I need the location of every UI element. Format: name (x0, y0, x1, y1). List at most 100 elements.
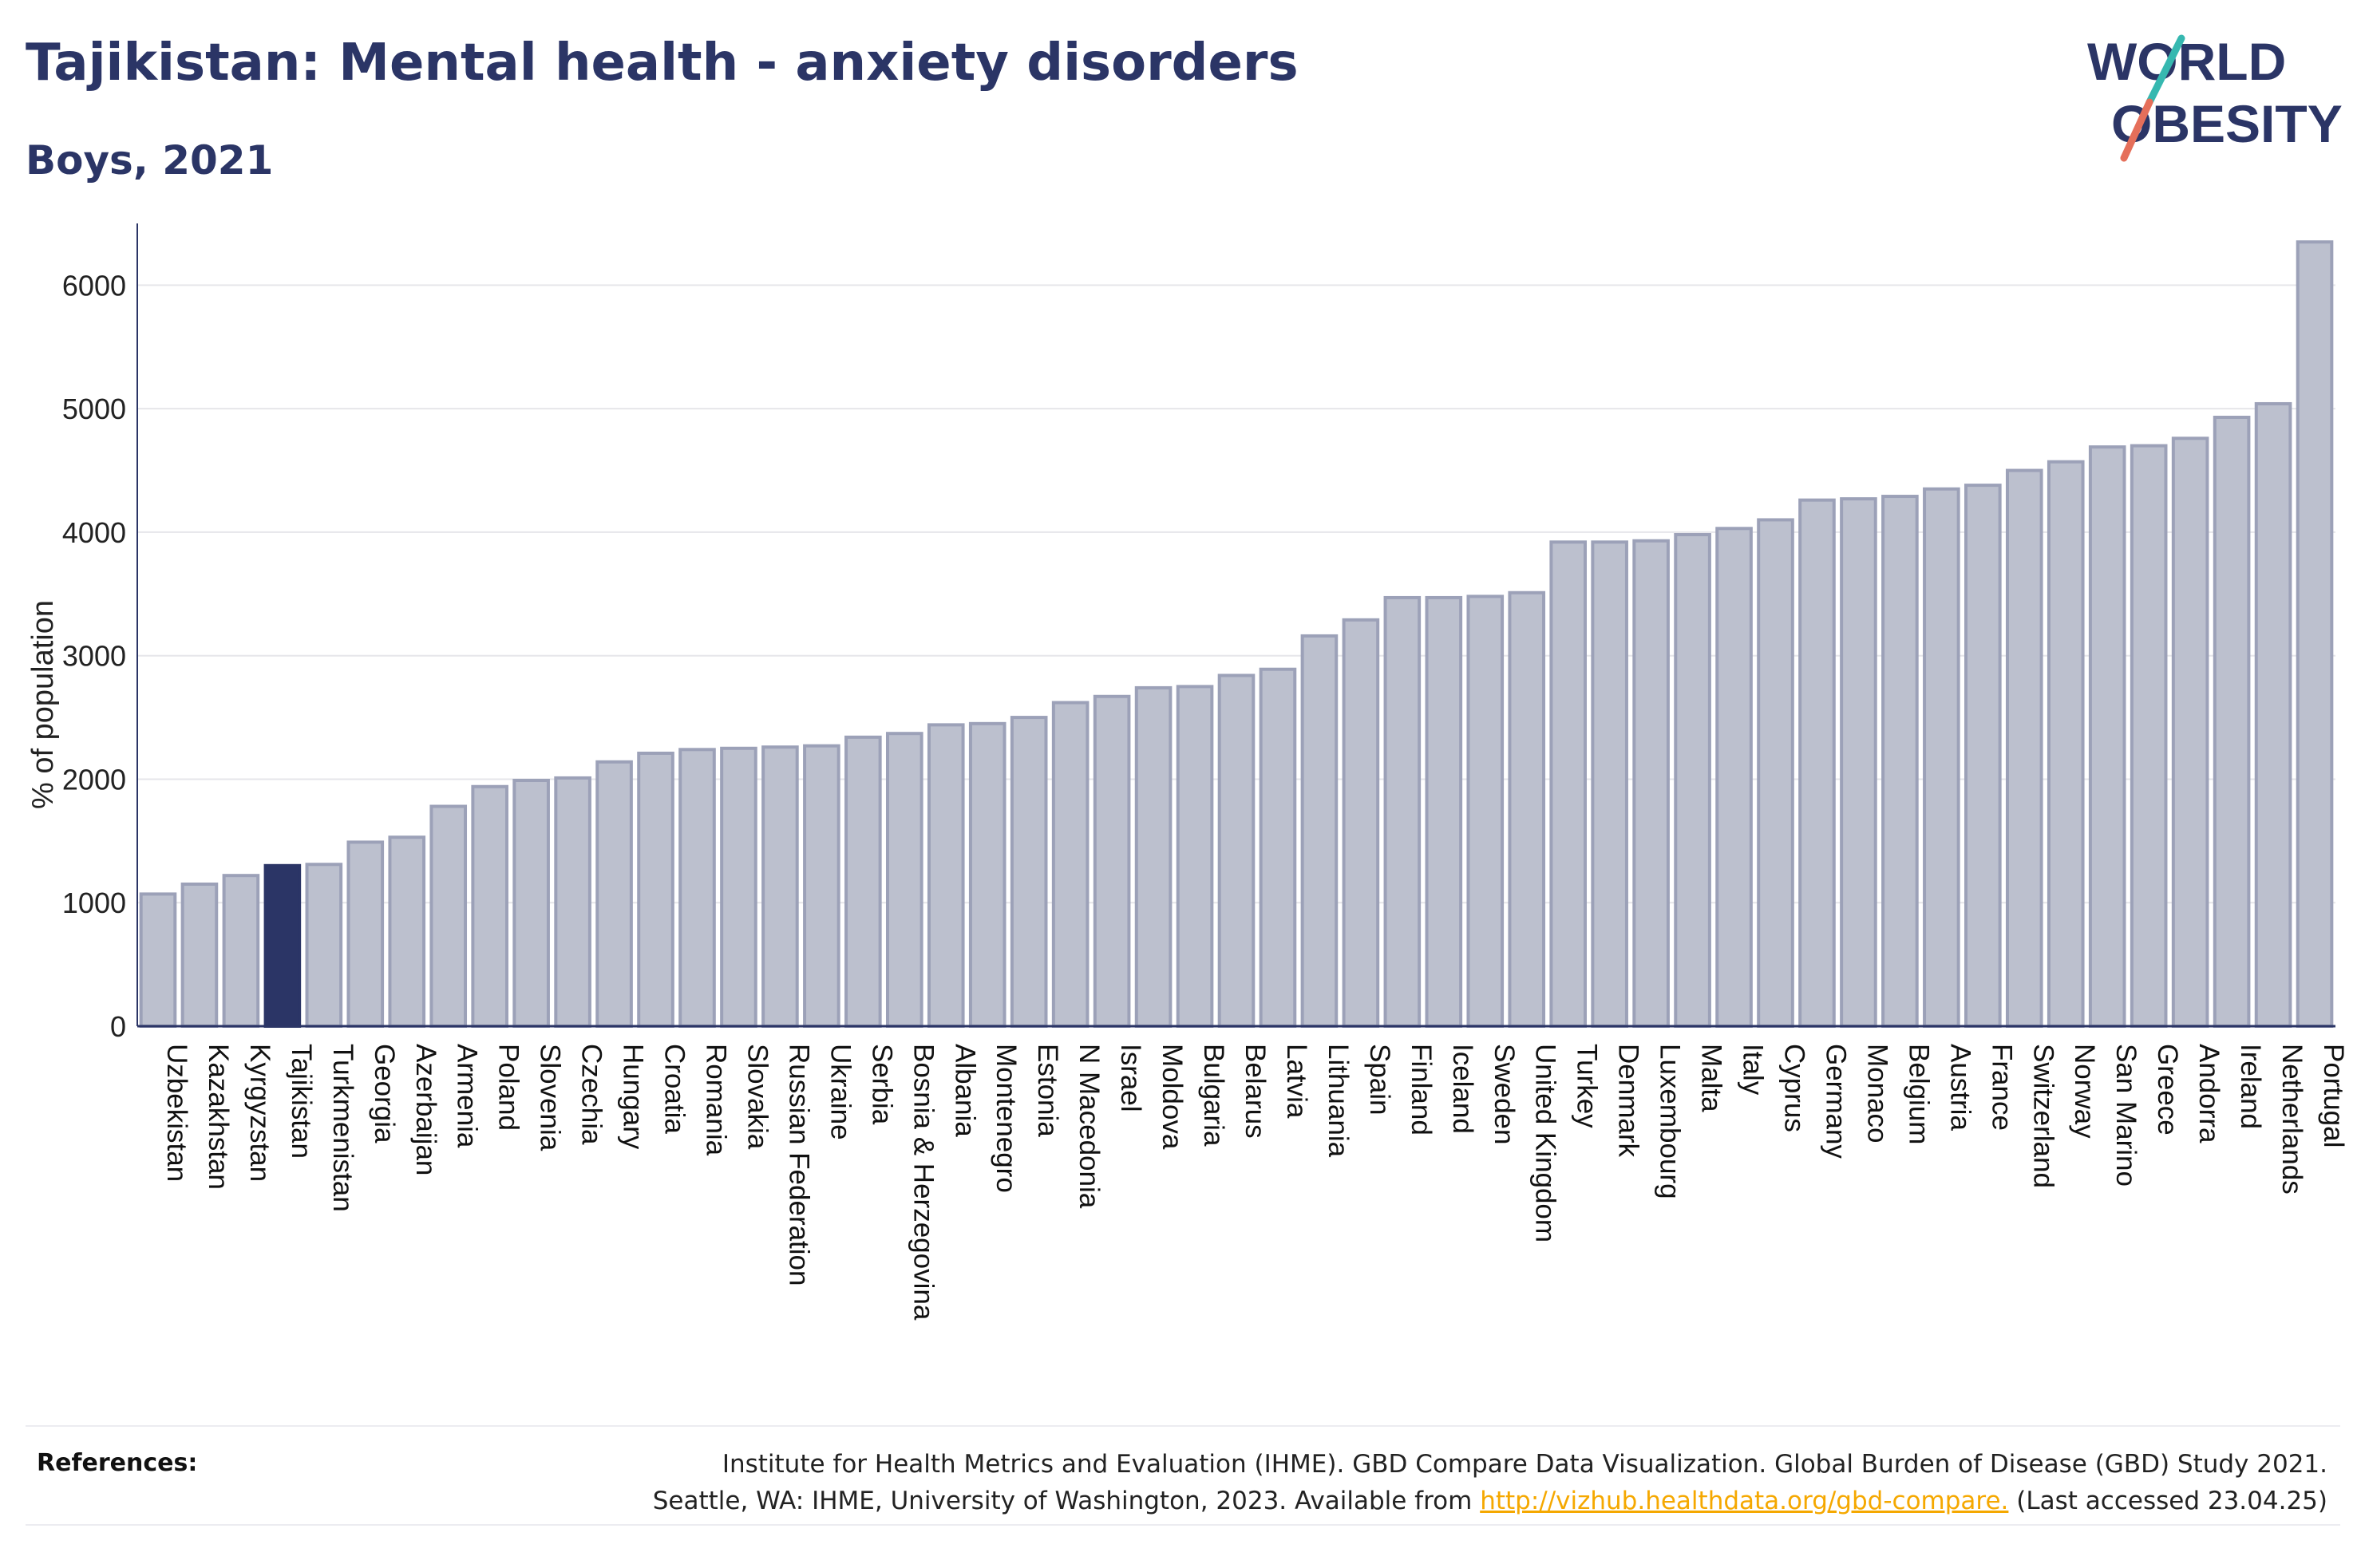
references-line-2-suffix: (Last accessed 23.04.25) (2008, 1487, 2327, 1515)
x-tick-label: Romania (700, 1044, 731, 1156)
bar-ireland (2213, 415, 2251, 1028)
x-tick-label: Kyrgyzstan (244, 1044, 275, 1182)
x-tick-label: Poland (493, 1044, 524, 1131)
x-tick-label: Belarus (1240, 1044, 1271, 1139)
x-tick-label: Croatia (659, 1044, 690, 1134)
bar-san-marino (2088, 445, 2126, 1028)
bar-poland (471, 784, 508, 1028)
bar-iceland (1425, 595, 1463, 1028)
x-tick-label: Luxembourg (1655, 1044, 1686, 1199)
bar-hungary (595, 760, 633, 1028)
bar-kazakhstan (180, 883, 219, 1028)
x-tick-label: Israel (1115, 1044, 1146, 1112)
x-tick-label: Slovakia (742, 1044, 773, 1150)
x-tick-label: Germany (1820, 1044, 1851, 1159)
bar-azerbaijan (388, 835, 426, 1029)
y-tick-label: 2000 (62, 763, 126, 796)
y-tick-label: 1000 (62, 887, 126, 919)
bar-greece (2130, 444, 2168, 1028)
bar-cyprus (1757, 518, 1794, 1028)
references-line-2: Seattle, WA: IHME, University of Washing… (492, 1483, 2327, 1519)
bar-latvia (1259, 667, 1297, 1028)
bar-austria (1923, 487, 1960, 1028)
references-line-1: Institute for Health Metrics and Evaluat… (722, 1450, 2327, 1479)
bar-tajikistan (263, 863, 302, 1029)
x-tick-label: Denmark (1613, 1044, 1644, 1157)
logo-slash-red (2120, 98, 2153, 162)
x-tick-label: Georgia (369, 1044, 400, 1143)
bar-slovenia (512, 779, 550, 1028)
bar-germany (1798, 498, 1836, 1028)
x-tick-label: Spain (1364, 1044, 1395, 1116)
bar-croatia (637, 751, 674, 1029)
bar-armenia (429, 804, 468, 1028)
x-tick-label: Ukraine (825, 1044, 856, 1140)
x-tick-label: N Macedonia (1074, 1044, 1105, 1209)
chart-title: Tajikistan: Mental health - anxiety diso… (26, 34, 1299, 93)
x-tick-label: Malta (1696, 1044, 1727, 1112)
chart-subtitle: Boys, 2021 (26, 137, 274, 184)
x-tick-label: Bulgaria (1198, 1044, 1229, 1147)
bar-denmark (1591, 540, 1628, 1028)
bar-bosnia-herzegovina (885, 732, 923, 1028)
x-tick-label: Slovenia (535, 1044, 566, 1151)
references-label: References: (37, 1449, 198, 1477)
references-link[interactable]: http://vizhub.healthdata.org/gbd-compare… (1480, 1487, 2009, 1515)
x-tick-label: France (1986, 1044, 2017, 1131)
references-divider-bottom (26, 1524, 2340, 1526)
bars (139, 240, 2334, 1029)
references-divider-top (26, 1425, 2340, 1427)
x-tick-label: Finland (1406, 1044, 1437, 1136)
bar-netherlands (2254, 401, 2292, 1028)
bar-france (1964, 484, 2002, 1028)
bar-montenegro (968, 721, 1006, 1028)
bar-ukraine (803, 744, 840, 1028)
x-tick-label: Ireland (2235, 1044, 2266, 1129)
x-tick-label: Armenia (452, 1044, 483, 1148)
bar-kyrgyzstan (222, 874, 260, 1028)
x-tick-label: Norway (2069, 1044, 2100, 1139)
x-tick-label: Iceland (1447, 1044, 1478, 1134)
bar-italy (1715, 527, 1753, 1028)
x-tick-label: Sweden (1489, 1044, 1520, 1144)
y-axis-label: % of population (26, 600, 60, 809)
x-tick-label: Lithuania (1323, 1044, 1354, 1158)
bar-united-kingdom (1508, 590, 1546, 1028)
references-text: Institute for Health Metrics and Evaluat… (492, 1446, 2327, 1519)
x-tick-label: Austria (1944, 1044, 1975, 1131)
x-tick-label: Portugal (2318, 1044, 2349, 1147)
logo-word-world: WORLD (2087, 32, 2286, 91)
x-tick-label: Estonia (1032, 1044, 1063, 1137)
bar-moldova (1134, 685, 1173, 1028)
x-tick-label: Czechia (576, 1044, 607, 1145)
bar-belgium (1881, 495, 1919, 1028)
x-tick-label: Tajikistan (286, 1044, 317, 1159)
bar-georgia (346, 840, 385, 1028)
bar-turkmenistan (305, 863, 343, 1029)
y-tick-label: 4000 (62, 516, 126, 549)
x-tick-label: Kazakhstan (203, 1044, 234, 1190)
y-tick-label: 6000 (62, 269, 126, 302)
x-tick-label: Latvia (1281, 1044, 1312, 1119)
x-tick-label: Switzerland (2027, 1044, 2058, 1188)
bar-albania (927, 723, 965, 1029)
bar-estonia (1010, 716, 1048, 1028)
bar-malta (1674, 533, 1711, 1028)
bar-russian-federation (761, 745, 799, 1029)
y-tick-label: 0 (110, 1010, 126, 1043)
y-tick-label: 5000 (62, 393, 126, 425)
bar-norway (2047, 460, 2085, 1028)
x-tick-label: Moldova (1157, 1044, 1188, 1150)
bar-slovakia (720, 746, 757, 1028)
bar-belarus (1217, 673, 1256, 1028)
x-tick-label: United Kingdom (1530, 1044, 1561, 1242)
x-tick-label: Belgium (1903, 1044, 1934, 1144)
x-tick-label: Monaco (1861, 1044, 1892, 1143)
x-tick-label: Turkmenistan (327, 1044, 358, 1212)
logo-slash-teal (2145, 34, 2185, 106)
bar-portugal (2296, 240, 2334, 1028)
x-tick-label: Albania (949, 1044, 980, 1137)
bar-israel (1093, 694, 1131, 1029)
references-line-2-prefix: Seattle, WA: IHME, University of Washing… (652, 1487, 1481, 1515)
x-tick-label: Serbia (866, 1044, 897, 1125)
